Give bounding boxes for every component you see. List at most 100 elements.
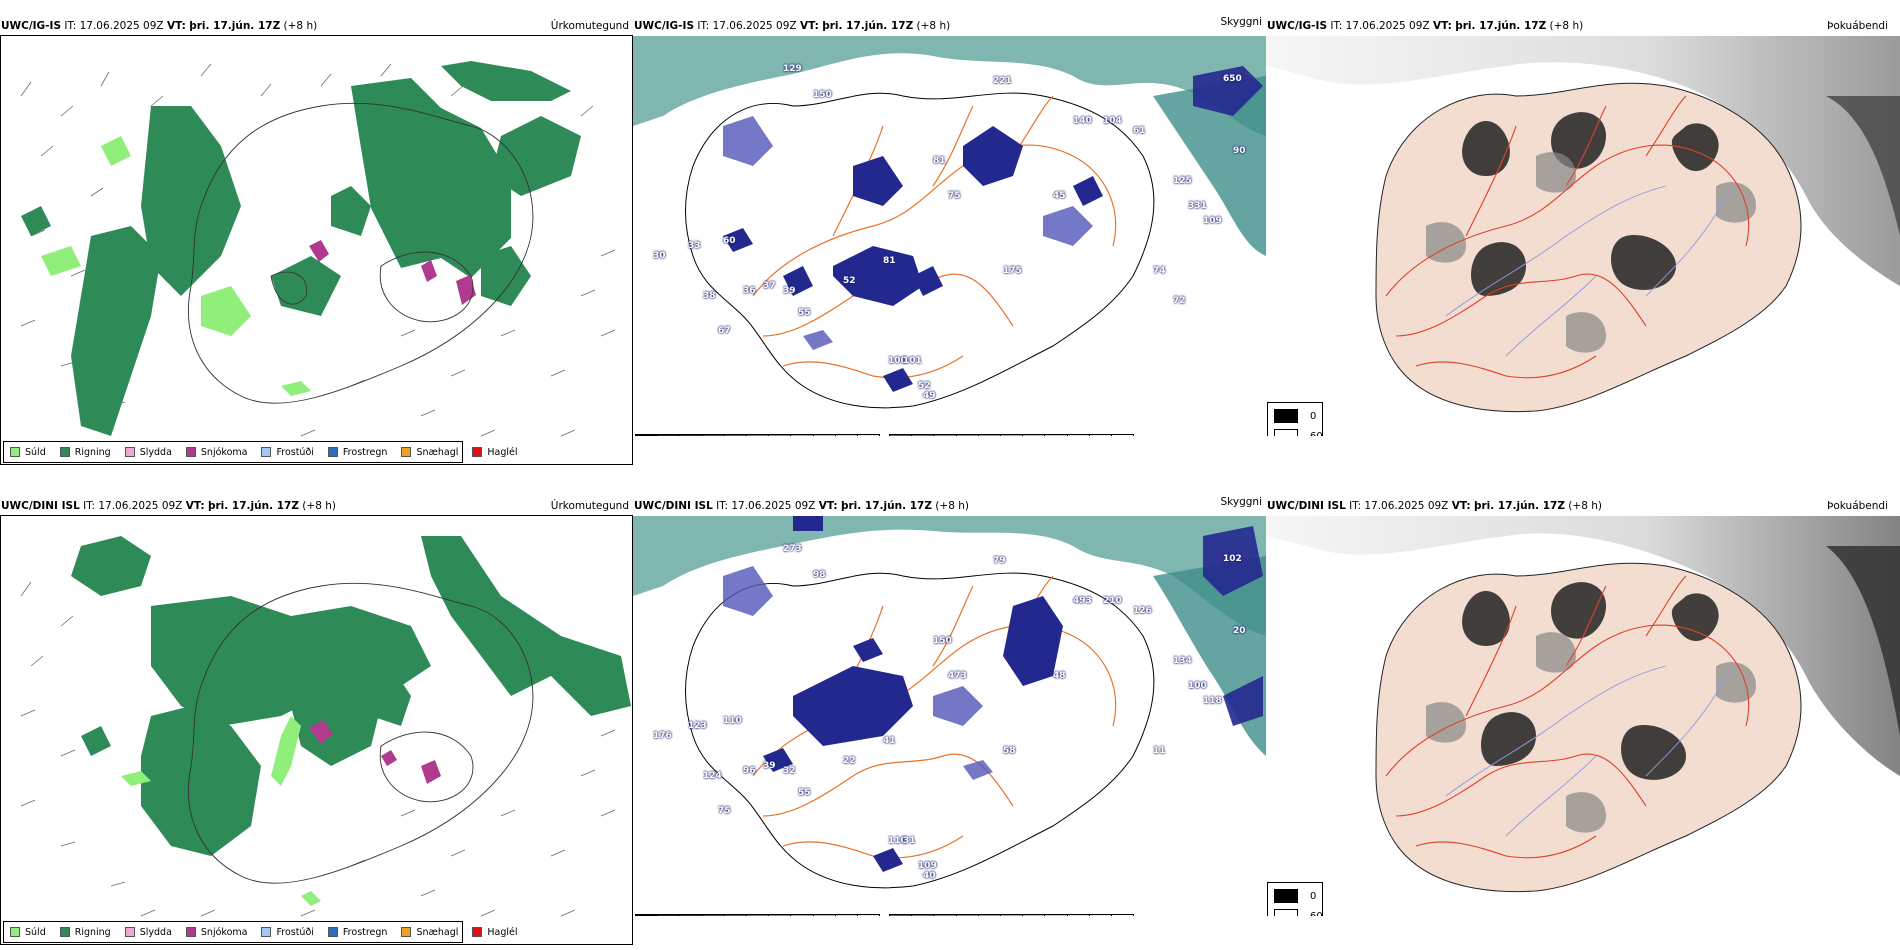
fog-map-svg-1 xyxy=(1266,36,1900,436)
row2-lead: (+8 h) xyxy=(302,500,336,512)
fog-legend-label: 0 xyxy=(1310,890,1317,902)
row2-fog-title: Þokuábendi xyxy=(1827,500,1888,512)
row1-precip-legend: Súld Rigning Slydda Snjókoma Frostúði Fr… xyxy=(3,441,518,463)
row1-lead: (+8 h) xyxy=(283,20,318,32)
legend-swatch xyxy=(59,927,70,937)
legend-swatch xyxy=(327,927,338,937)
row1-fog-map: 0 60 xyxy=(1266,36,1900,436)
row1-cloud-model: UWC/IG-IS xyxy=(634,20,695,32)
row2-fog-lead: (+8 h) xyxy=(1568,500,1602,512)
row2-vt-label: VT: xyxy=(185,500,205,512)
legend-swatch xyxy=(124,447,135,457)
fog-legend-swatch xyxy=(1274,909,1298,916)
legend-item: Snæhagl xyxy=(401,927,458,938)
legend-label: Slydda xyxy=(139,446,172,458)
legend-label: Haglél xyxy=(487,926,518,938)
cloud-map-svg-2 xyxy=(633,516,1266,889)
legend-swatch xyxy=(185,447,196,457)
cbar-cells xyxy=(635,434,880,436)
legend-swatch xyxy=(10,927,20,937)
fog-legend-item: 60 xyxy=(1274,909,1323,916)
legend-item: Frostúði xyxy=(261,927,314,938)
precip-map-svg-1 xyxy=(20,61,616,437)
row2-precip-map: Súld Rigning Slydda Snjókoma Frostúði Fr… xyxy=(0,515,633,945)
legend-item: Slydda xyxy=(124,446,172,458)
row1-precip-title: Úrkomutegund xyxy=(550,20,629,32)
row1-fog-model: UWC/IG-IS xyxy=(1267,20,1328,32)
row1-precip-map: Súld Rigning Slydda Snjókoma Frostúði Fr… xyxy=(0,35,633,465)
cbar-cells xyxy=(889,914,1134,916)
row1-visibility-colorbar: km 1 2 3 4 5 6 7 8 9 10 xyxy=(889,434,1134,436)
row2-fog-vt-label: VT: xyxy=(1451,500,1471,512)
row2-fog-map: 0 60 xyxy=(1266,516,1900,916)
legend-label: Haglél xyxy=(487,446,518,458)
fog-legend-label: 60 xyxy=(1310,910,1323,917)
row1-fog-header: UWC/IG-IS IT: 17.06.2025 09Z VT: þri. 17… xyxy=(1267,20,1888,33)
legend-swatch xyxy=(59,447,70,457)
row2-fog-header: UWC/DINI ISL IT: 17.06.2025 09Z VT: þri.… xyxy=(1267,500,1888,513)
fog-legend-swatch xyxy=(1274,409,1298,423)
legend-label: Snæhagl xyxy=(416,926,459,938)
cbar-cells xyxy=(635,914,880,916)
legend-label: Snjókoma xyxy=(200,446,248,458)
fog-legend-swatch xyxy=(1274,889,1298,903)
row1-fog-vt-label: VT: xyxy=(1432,20,1452,32)
row1-precip-header: UWC/IG-IS IT: 17.06.2025 09Z VT: þri. 17… xyxy=(1,20,629,33)
precip-map-svg-2 xyxy=(20,536,631,917)
fog-legend-item: 0 xyxy=(1274,409,1316,423)
legend-label: Snæhagl xyxy=(416,446,459,458)
row2-cloud-it: IT: 17.06.2025 09Z xyxy=(716,500,816,512)
row2-cloud-model: UWC/DINI ISL xyxy=(634,500,713,512)
legend-swatch xyxy=(472,447,483,457)
row2-precip-header: UWC/DINI ISL IT: 17.06.2025 09Z VT: þri.… xyxy=(1,500,629,513)
row2-model: UWC/DINI ISL xyxy=(1,500,80,512)
legend-item: Snjókoma xyxy=(185,446,248,458)
row2-precip-panel: UWC/DINI ISL IT: 17.06.2025 09Z VT: þri.… xyxy=(0,494,633,516)
legend-label: Frostúði xyxy=(276,446,314,458)
legend-label: Rigning xyxy=(74,926,111,938)
legend-swatch xyxy=(10,447,20,457)
legend-label: Frostregn xyxy=(342,926,388,938)
row2-cloud-title: Skyggni xyxy=(1220,496,1263,508)
row2-it: IT: 17.06.2025 09Z xyxy=(83,500,183,512)
row1-cloud-base-colorbar: m 0 200 400 600 800 1000 xyxy=(635,434,880,436)
legend-item: Snæhagl xyxy=(401,447,458,458)
row2-fog-legend: 0 60 xyxy=(1267,882,1323,916)
row2-cloud-vt-label: VT: xyxy=(818,500,838,512)
row1-fog-it: IT: 17.06.2025 09Z xyxy=(1330,20,1430,32)
row2-cloud-header: UWC/DINI ISL IT: 17.06.2025 09Z VT: þri.… xyxy=(634,496,1262,513)
fog-legend-item: 0 xyxy=(1274,889,1316,903)
legend-label: Frostregn xyxy=(342,446,388,458)
row1-cloud-vt-value: þri. 17.jún. 17Z xyxy=(822,20,914,32)
row2-visibility-colorbar: km 1 2 3 4 5 6 7 8 9 10 xyxy=(889,914,1134,916)
legend-item: Haglél xyxy=(472,926,518,938)
row1-fog-vt-value: þri. 17.jún. 17Z xyxy=(1455,20,1547,32)
row1-cloud-panel: UWC/IG-IS IT: 17.06.2025 09Z VT: þri. 17… xyxy=(633,14,1266,36)
legend-item: Slydda xyxy=(124,927,172,938)
legend-item: Rigning xyxy=(59,926,111,938)
legend-item: Frostregn xyxy=(327,446,388,458)
row2-fog-panel: UWC/DINI ISL IT: 17.06.2025 09Z VT: þri.… xyxy=(1266,494,1900,516)
row1-model: UWC/IG-IS xyxy=(1,20,62,32)
row2-cloud-vt-value: þri. 17.jún. 17Z xyxy=(840,500,932,512)
cbar-cells xyxy=(889,434,1134,436)
row2-precip-legend: Súld Rigning Slydda Snjókoma Frostúði Fr… xyxy=(3,921,518,943)
legend-label: Súld xyxy=(25,446,46,458)
row1-fog-lead: (+8 h) xyxy=(1549,20,1584,32)
legend-swatch xyxy=(261,927,272,937)
row1-vt-label: VT: xyxy=(166,20,186,32)
legend-label: Rigning xyxy=(74,446,111,458)
legend-swatch xyxy=(401,927,412,937)
row2-cloud-base-colorbar: m 0 200 400 600 800 1000 xyxy=(635,914,880,916)
legend-item: Frostúði xyxy=(261,446,314,458)
row2-cloud-panel: UWC/DINI ISL IT: 17.06.2025 09Z VT: þri.… xyxy=(633,494,1266,516)
row2-precip-title: Úrkomutegund xyxy=(550,500,629,512)
legend-swatch xyxy=(327,447,338,457)
legend-item: Súld xyxy=(10,927,46,938)
legend-swatch xyxy=(185,927,196,937)
row2-cloud-lead: (+8 h) xyxy=(935,500,969,512)
legend-item: Haglél xyxy=(472,446,518,458)
row1-cloud-vt-label: VT: xyxy=(799,20,819,32)
row1-fog-legend: 0 60 xyxy=(1267,402,1323,436)
row1-cloud-title: Skyggni xyxy=(1220,16,1263,28)
